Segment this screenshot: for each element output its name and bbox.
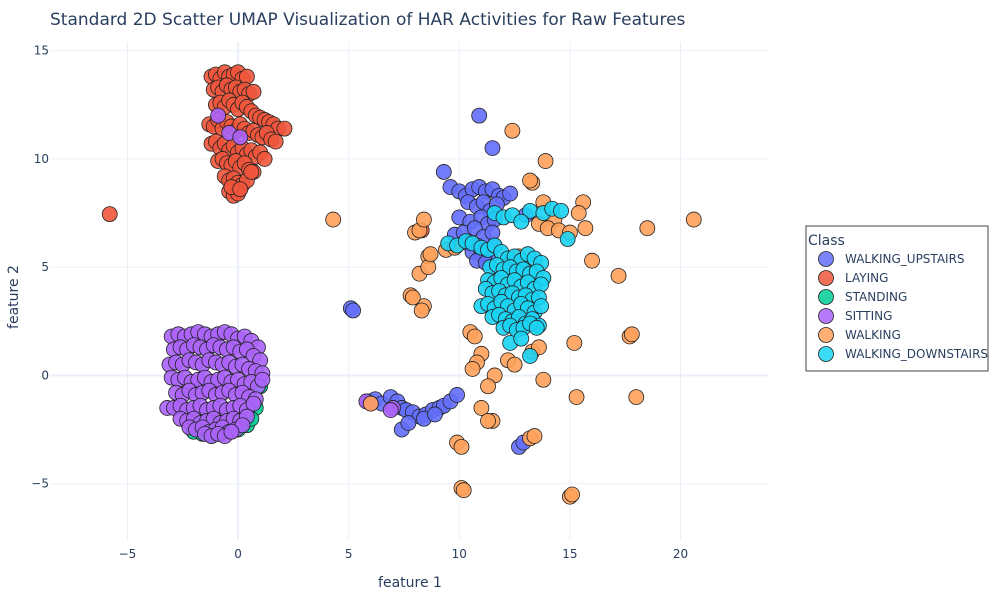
data-point bbox=[502, 185, 519, 202]
data-point bbox=[210, 107, 227, 124]
data-point bbox=[568, 389, 585, 405]
data-point bbox=[526, 428, 543, 444]
data-point bbox=[535, 371, 552, 388]
data-point bbox=[435, 164, 452, 180]
data-point bbox=[623, 326, 640, 343]
data-point bbox=[382, 402, 399, 418]
data-point bbox=[223, 423, 240, 440]
data-point bbox=[254, 371, 271, 388]
legend-label: STANDING bbox=[845, 290, 907, 304]
data-point bbox=[276, 120, 293, 137]
data-point bbox=[267, 133, 284, 150]
legend-marker bbox=[818, 308, 834, 324]
legend-marker bbox=[818, 251, 834, 267]
series-walking bbox=[325, 122, 702, 505]
series-laying bbox=[101, 64, 430, 239]
series-sitting bbox=[159, 107, 401, 444]
x-tick-label: −5 bbox=[119, 547, 137, 561]
data-point bbox=[453, 438, 470, 455]
x-tick-label: 20 bbox=[673, 547, 688, 561]
series-walking-downstairs bbox=[440, 200, 576, 364]
legend-title: Class bbox=[808, 233, 845, 249]
data-point bbox=[464, 361, 481, 377]
legend-marker bbox=[818, 270, 834, 286]
data-point bbox=[449, 387, 465, 403]
axis-ticks: −5 0 5 10 15 20 −5 0 5 10 15 bbox=[31, 44, 688, 561]
data-point bbox=[513, 330, 530, 347]
legend-marker bbox=[818, 327, 834, 343]
data-point bbox=[639, 220, 656, 237]
data-point bbox=[533, 276, 550, 293]
data-point bbox=[455, 482, 472, 499]
plot-points bbox=[101, 64, 702, 505]
data-point bbox=[522, 172, 538, 189]
data-point bbox=[559, 231, 576, 247]
data-point bbox=[577, 220, 594, 237]
data-point bbox=[245, 395, 262, 412]
data-point bbox=[345, 302, 361, 319]
legend-label: WALKING bbox=[845, 328, 901, 342]
data-point bbox=[506, 356, 523, 373]
data-point bbox=[101, 206, 118, 223]
data-point bbox=[685, 211, 702, 228]
legend-marker bbox=[818, 346, 834, 362]
data-point bbox=[537, 153, 554, 169]
data-point bbox=[232, 181, 249, 198]
data-point bbox=[243, 164, 260, 180]
data-point bbox=[522, 348, 538, 364]
data-point bbox=[480, 378, 496, 395]
y-tick-label: −5 bbox=[31, 477, 49, 491]
data-point bbox=[553, 202, 569, 219]
data-point bbox=[528, 319, 545, 336]
data-point bbox=[362, 395, 379, 412]
data-point bbox=[238, 68, 255, 85]
data-point bbox=[480, 413, 496, 429]
data-point bbox=[404, 289, 421, 306]
legend-label: LAYING bbox=[845, 271, 888, 285]
legend-label: WALKING_UPSTAIRS bbox=[845, 252, 965, 266]
data-point bbox=[504, 122, 521, 139]
data-point bbox=[256, 151, 273, 167]
data-point bbox=[245, 83, 262, 100]
data-point bbox=[232, 129, 249, 146]
data-point bbox=[566, 335, 583, 351]
data-point bbox=[427, 406, 443, 423]
x-tick-label: 10 bbox=[452, 547, 467, 561]
data-point bbox=[584, 252, 600, 269]
legend-label: WALKING_DOWNSTAIRS bbox=[845, 347, 988, 361]
data-point bbox=[513, 213, 530, 230]
data-point bbox=[415, 211, 432, 228]
x-tick-label: 0 bbox=[234, 547, 242, 561]
y-axis-title: feature 2 bbox=[6, 265, 22, 329]
data-point bbox=[610, 267, 627, 284]
data-point bbox=[570, 205, 587, 221]
y-tick-label: 15 bbox=[34, 44, 49, 58]
data-point bbox=[471, 107, 488, 124]
chart-title: Standard 2D Scatter UMAP Visualization o… bbox=[50, 10, 686, 30]
data-point bbox=[484, 140, 501, 156]
data-point bbox=[400, 415, 417, 431]
data-point bbox=[484, 224, 501, 241]
data-point bbox=[473, 400, 490, 416]
y-tick-label: 10 bbox=[34, 152, 49, 166]
data-point bbox=[422, 246, 439, 263]
x-axis-title: feature 1 bbox=[378, 575, 442, 591]
x-tick-label: 5 bbox=[345, 547, 353, 561]
data-point bbox=[466, 328, 483, 345]
data-point bbox=[420, 259, 437, 276]
legend-box bbox=[805, 225, 989, 372]
legend-marker bbox=[818, 289, 834, 305]
data-point bbox=[533, 298, 550, 315]
legend: Class WALKING_UPSTAIRS LAYING STANDING SITT… bbox=[805, 225, 989, 372]
data-point bbox=[325, 211, 342, 228]
data-point bbox=[413, 302, 430, 319]
x-tick-label: 15 bbox=[562, 547, 577, 561]
y-tick-label: 0 bbox=[41, 368, 49, 382]
legend-items: WALKING_UPSTAIRS LAYING STANDING SITTING WAL… bbox=[818, 251, 988, 362]
y-tick-label: 5 bbox=[41, 260, 49, 274]
legend-label: SITTING bbox=[845, 309, 892, 323]
data-point bbox=[564, 486, 581, 503]
data-point bbox=[628, 389, 645, 405]
